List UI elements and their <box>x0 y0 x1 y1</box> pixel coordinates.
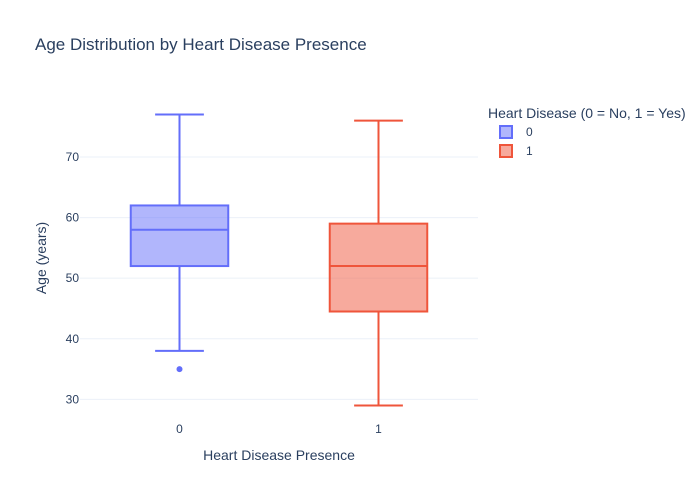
iqr-box-1 <box>328 222 429 313</box>
legend-item-0: 0 <box>499 125 533 139</box>
legend-swatch-1 <box>499 144 513 158</box>
chart-title: Age Distribution by Heart Disease Presen… <box>35 35 367 54</box>
box-trace-1 <box>328 119 429 407</box>
y-tick-label-30: 30 <box>66 392 80 406</box>
y-tick-label-60: 60 <box>66 211 80 225</box>
y-tick-label-70: 70 <box>66 150 80 164</box>
x-tick-label-0: 0 <box>176 422 183 436</box>
legend-items: 01 <box>499 125 533 158</box>
legend-title: Heart Disease (0 = No, 1 = Yes) <box>488 105 686 121</box>
y-tick-label-40: 40 <box>66 332 80 346</box>
outlier-point-0-0 <box>176 366 183 373</box>
legend-item-1: 1 <box>499 144 533 158</box>
box-traces <box>129 113 429 407</box>
x-axis-title: Heart Disease Presence <box>203 447 355 463</box>
legend-swatch-0 <box>499 125 513 139</box>
legend-label-1: 1 <box>526 144 533 158</box>
y-axis-title: Age (years) <box>33 222 49 294</box>
iqr-box-0 <box>129 204 230 268</box>
legend: Heart Disease (0 = No, 1 = Yes) 01 <box>488 105 686 158</box>
x-tick-label-1: 1 <box>375 422 382 436</box>
y-tick-label-50: 50 <box>66 271 80 285</box>
legend-label-0: 0 <box>526 125 533 139</box>
y-tick-labels: 30 40 50 60 70 <box>66 150 80 406</box>
box-trace-0 <box>129 113 230 373</box>
